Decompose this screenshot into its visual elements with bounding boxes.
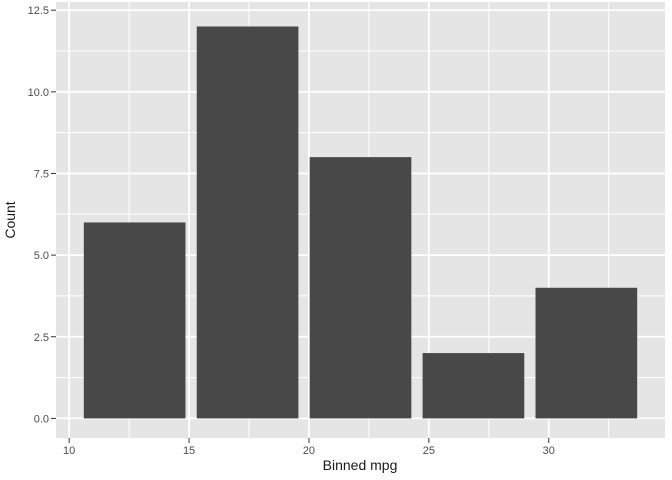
y-tick-label: 2.5 bbox=[34, 332, 49, 344]
chart-layer: 10 15 20 25 30 0.0 2.5 5.0 7.5 10.0 12.5 bbox=[28, 2, 665, 457]
y-tick-label: 0.0 bbox=[34, 413, 49, 425]
y-tick-label: 5.0 bbox=[34, 250, 49, 262]
x-tick-label: 25 bbox=[423, 445, 435, 457]
bar bbox=[83, 222, 186, 419]
x-tick-label: 15 bbox=[183, 445, 195, 457]
x-tick-label: 10 bbox=[63, 445, 75, 457]
y-tick-label: 12.5 bbox=[28, 5, 49, 17]
x-tick-label: 30 bbox=[543, 445, 555, 457]
x-tick-label: 20 bbox=[303, 445, 315, 457]
x-axis-title: Binned mpg bbox=[323, 457, 398, 473]
y-tick-label: 10.0 bbox=[28, 87, 49, 99]
bar bbox=[535, 287, 638, 419]
bar bbox=[309, 157, 412, 419]
bar bbox=[422, 353, 525, 419]
y-tick-label: 7.5 bbox=[34, 168, 49, 180]
bar bbox=[196, 26, 299, 419]
y-axis-title: Count bbox=[2, 201, 18, 238]
